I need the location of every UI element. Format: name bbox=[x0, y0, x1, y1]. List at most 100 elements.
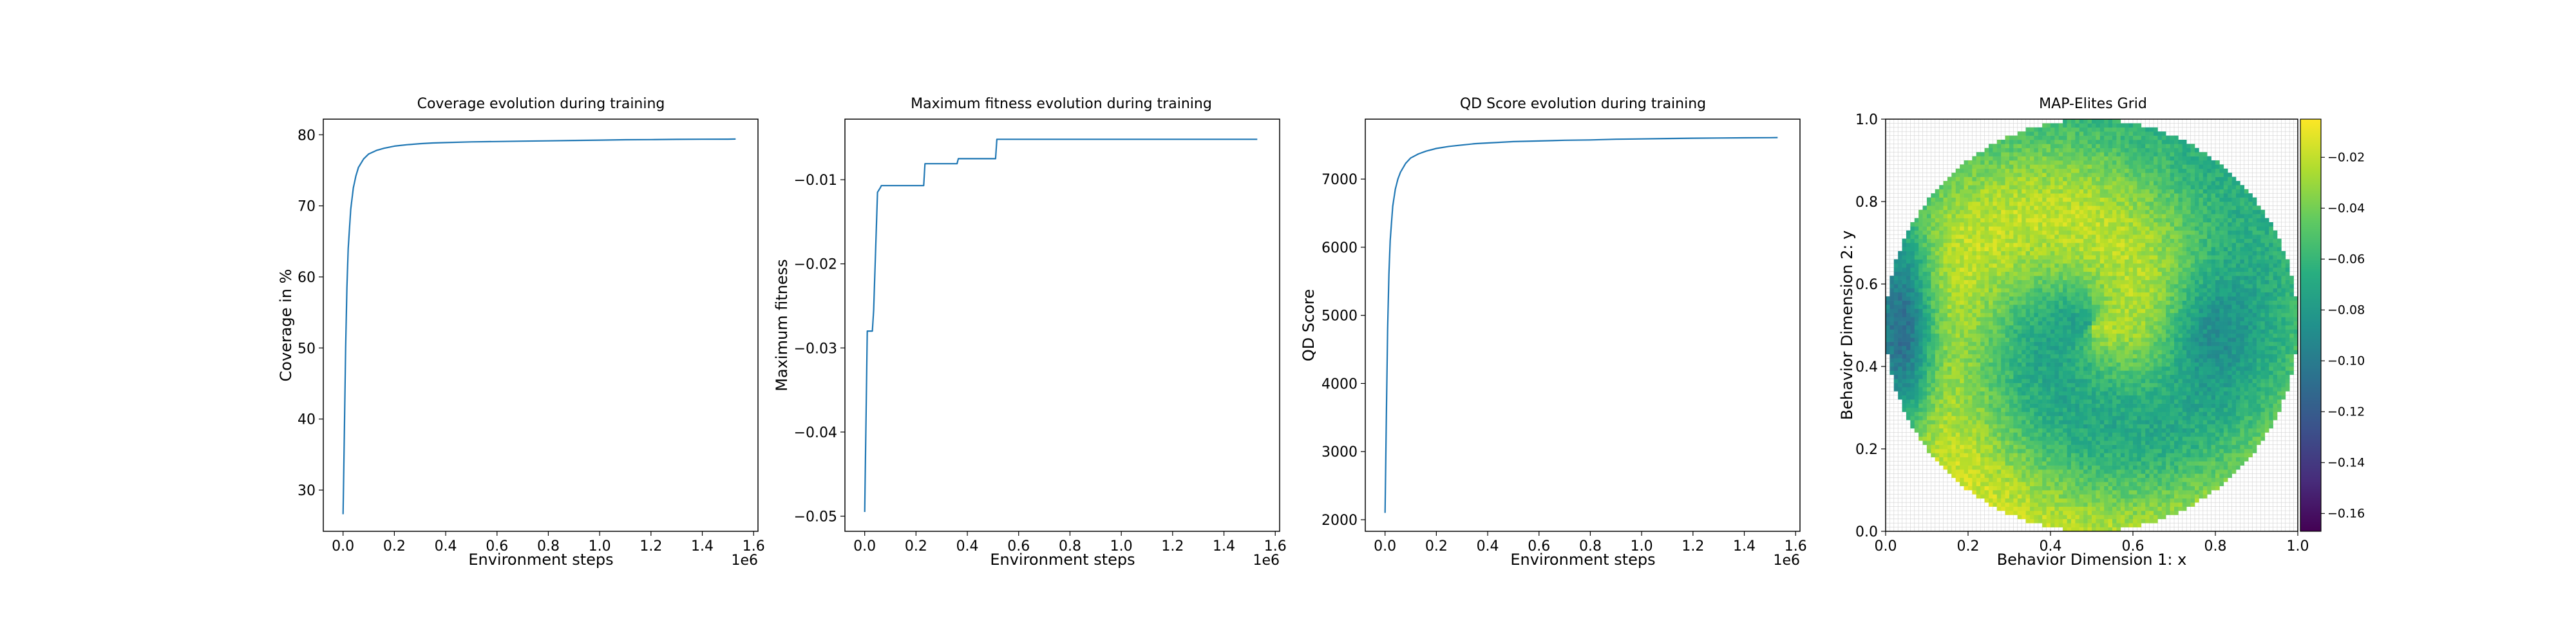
map-elites-cell bbox=[2071, 279, 2076, 285]
map-elites-cell bbox=[2042, 226, 2047, 231]
map-elites-cell bbox=[2108, 238, 2113, 243]
map-elites-cell bbox=[2046, 428, 2051, 433]
map-elites-cell bbox=[2083, 123, 2088, 128]
map-elites-cell bbox=[2030, 490, 2034, 495]
map-elites-cell bbox=[1993, 234, 1998, 239]
map-elites-cell bbox=[2125, 230, 2129, 235]
map-elites-cell bbox=[1984, 226, 1989, 231]
map-elites-cell bbox=[2054, 243, 2060, 247]
map-elites-cell bbox=[1960, 370, 1964, 375]
map-elites-cell bbox=[1996, 412, 2002, 417]
map-elites-cell bbox=[1984, 209, 1989, 214]
map-elites-cell bbox=[1980, 226, 1985, 231]
map-elites-cell bbox=[1955, 399, 1960, 404]
map-elites-cell bbox=[1964, 226, 1969, 231]
map-elites-cell bbox=[2025, 391, 2031, 396]
map-elites-cell bbox=[1976, 449, 1981, 453]
map-elites-cell bbox=[2083, 449, 2088, 453]
map-elites-cell bbox=[2005, 415, 2010, 421]
map-elites-cell bbox=[1931, 449, 1936, 453]
map-elites-cell bbox=[1939, 346, 1944, 350]
map-elites-cell bbox=[1968, 486, 1973, 491]
map-elites-cell bbox=[2092, 308, 2096, 314]
map-elites-cell bbox=[2013, 173, 2018, 177]
map-elites-cell bbox=[2079, 202, 2084, 206]
map-elites-cell bbox=[2038, 300, 2043, 305]
map-elites-cell bbox=[1968, 412, 1973, 417]
map-elites-cell bbox=[2054, 176, 2060, 182]
map-elites-cell bbox=[2079, 119, 2084, 124]
map-elites-cell bbox=[1984, 279, 1989, 285]
map-elites-cell bbox=[2063, 515, 2067, 520]
map-elites-cell bbox=[2005, 465, 2010, 470]
map-elites-cell bbox=[2001, 341, 2005, 346]
map-elites-cell bbox=[2054, 440, 2060, 445]
map-elites-cell bbox=[2001, 395, 2005, 400]
map-elites-cell bbox=[1922, 312, 1927, 317]
map-elites-cell bbox=[1993, 482, 1998, 486]
map-elites-cell bbox=[1922, 403, 1927, 408]
map-elites-cell bbox=[1893, 329, 1899, 334]
map-elites-cell bbox=[1989, 147, 1993, 153]
max-fitness-series-line bbox=[864, 138, 1258, 513]
map-elites-cell bbox=[2116, 271, 2121, 276]
map-elites-cell bbox=[2092, 209, 2096, 214]
map-elites-cell bbox=[2009, 147, 2014, 153]
map-elites-cell bbox=[1972, 436, 1977, 441]
map-elites-cell bbox=[1943, 218, 1948, 223]
map-elites-cell bbox=[1993, 214, 1998, 218]
map-elites-cell bbox=[2046, 152, 2051, 156]
map-elites-cell bbox=[1914, 383, 1919, 388]
map-elites-cell bbox=[2005, 251, 2010, 256]
map-elites-cell bbox=[2022, 424, 2026, 429]
map-elites-cell bbox=[2030, 267, 2034, 272]
map-elites-cell bbox=[1914, 374, 1919, 379]
map-elites-cell bbox=[2058, 284, 2063, 289]
map-elites-cell bbox=[2120, 305, 2125, 309]
map-elites-cell bbox=[2050, 205, 2055, 211]
map-elites-cell bbox=[1927, 325, 1931, 330]
map-elites-cell bbox=[1996, 251, 2002, 256]
map-elites-cell bbox=[1918, 403, 1923, 408]
map-elites-cell bbox=[2125, 477, 2129, 482]
map-elites-cell bbox=[2038, 214, 2043, 218]
map-elites-cell bbox=[1943, 181, 1948, 185]
map-elites-cell bbox=[1951, 415, 1956, 421]
map-elites-cell bbox=[1914, 412, 1919, 417]
map-elites-cell bbox=[2058, 127, 2063, 132]
map-elites-cell bbox=[2099, 391, 2105, 396]
map-elites-cell bbox=[2083, 193, 2088, 198]
map-elites-cell bbox=[1972, 189, 1977, 194]
map-elites-cell bbox=[2083, 420, 2088, 424]
map-elites-cell bbox=[1889, 366, 1895, 371]
map-elites-cell bbox=[2099, 379, 2105, 383]
map-elites-cell bbox=[2058, 325, 2063, 330]
map-elites-cell bbox=[1980, 449, 1985, 453]
map-elites-cell bbox=[2058, 181, 2063, 185]
map-elites-cell bbox=[2128, 403, 2134, 408]
map-elites-cell bbox=[1922, 205, 1927, 211]
map-elites-cell bbox=[1943, 284, 1948, 289]
map-elites-cell bbox=[2128, 436, 2134, 441]
map-elites-cell bbox=[2099, 461, 2105, 466]
map-elites-cell bbox=[2087, 374, 2092, 379]
map-elites-cell bbox=[1976, 482, 1981, 486]
map-elites-cell bbox=[1996, 391, 2002, 396]
map-elites-cell bbox=[2104, 276, 2108, 280]
map-elites-cell bbox=[2009, 214, 2014, 218]
map-elites-cell bbox=[2071, 147, 2076, 153]
map-elites-cell bbox=[2025, 230, 2031, 235]
map-elites-cell bbox=[1910, 341, 1915, 346]
map-elites-cell bbox=[1980, 408, 1985, 412]
map-elites-cell bbox=[1968, 473, 1973, 478]
map-elites-cell bbox=[1947, 263, 1952, 268]
map-elites-cell bbox=[2054, 193, 2060, 198]
map-elites-cell bbox=[1914, 271, 1919, 276]
map-elites-cell bbox=[1984, 185, 1989, 190]
map-elites-cell bbox=[2017, 482, 2022, 486]
map-elites-cell bbox=[2025, 399, 2031, 404]
map-elites-cell bbox=[2005, 350, 2010, 355]
map-elites-cell bbox=[1984, 482, 1989, 486]
map-elites-cell bbox=[1955, 305, 1960, 309]
map-elites-cell bbox=[1910, 279, 1915, 285]
